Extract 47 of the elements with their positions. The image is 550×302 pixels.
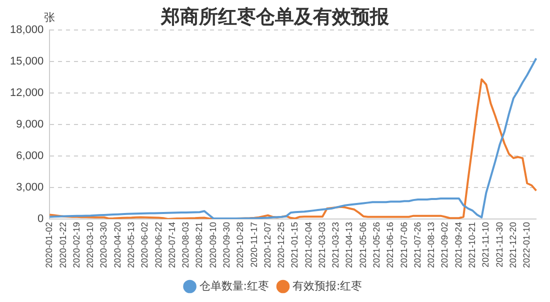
x-tick-label: 2021-08-13 bbox=[426, 222, 436, 268]
x-tick-label: 2021-12-20 bbox=[508, 222, 518, 268]
y-tick-label: 9,000 bbox=[16, 118, 44, 131]
x-tick-label: 2020-12-25 bbox=[276, 222, 286, 268]
x-tick-label: 2021-11-10 bbox=[480, 222, 491, 268]
x-tick-label: 2021-06-16 bbox=[385, 222, 396, 268]
x-tick-label: 2020-09-30 bbox=[221, 222, 232, 268]
x-tick-label: 2021-03-23 bbox=[330, 222, 341, 268]
x-tick-label: 2020-10-28 bbox=[235, 222, 246, 268]
x-tick-label: 2022-01-10 bbox=[522, 222, 532, 268]
x-tick-label: 2021-02-04 bbox=[303, 222, 314, 268]
x-tick-label: 2020-02-19 bbox=[71, 222, 82, 268]
y-tick-label: 0 bbox=[38, 212, 44, 225]
x-tick-label: 2020-05-13 bbox=[126, 222, 136, 268]
x-tick-label: 2020-07-14 bbox=[166, 222, 177, 268]
x-tick-label: 2021-09-02 bbox=[440, 222, 450, 268]
y-tick-label: 3,000 bbox=[16, 182, 44, 194]
legend-label: 有效预报:红枣 bbox=[292, 279, 362, 292]
x-tick-label: 2020-12-07 bbox=[262, 222, 272, 268]
x-tick-label: 2021-10-21 bbox=[467, 222, 478, 268]
y-tick-label: 12,000 bbox=[10, 87, 44, 100]
x-tick-label: 2020-01-22 bbox=[58, 222, 68, 268]
x-tick-label: 2021-07-26 bbox=[412, 222, 422, 268]
x-tick-label: 2021-05-06 bbox=[358, 222, 368, 268]
x-tick-label: 2021-11-30 bbox=[494, 222, 504, 268]
x-tick-label: 2020-06-22 bbox=[153, 222, 164, 268]
x-tick-label: 2020-04-20 bbox=[112, 222, 122, 268]
x-tick-label: 2020-03-10 bbox=[85, 222, 96, 268]
x-tick-label: 2021-01-15 bbox=[290, 222, 300, 268]
x-tick-label: 2020-08-21 bbox=[194, 222, 204, 268]
x-tick-label: 2021-03-03 bbox=[316, 222, 327, 268]
y-tick-label: 18,000 bbox=[10, 24, 44, 36]
x-tick-label: 2020-01-02 bbox=[44, 222, 54, 268]
x-tick-label: 2020-11-17 bbox=[248, 222, 259, 268]
x-tick-label: 2021-04-13 bbox=[344, 222, 354, 268]
x-tick-label: 2021-09-24 bbox=[453, 222, 464, 268]
x-tick-label: 2020-03-30 bbox=[98, 222, 109, 268]
x-tick-label: 2020-09-10 bbox=[208, 222, 218, 268]
chart-title: 郑商所红枣仓单及有效预报 bbox=[161, 6, 389, 28]
y-tick-label: 15,000 bbox=[10, 56, 44, 68]
legend-label: 仓单数量:红枣 bbox=[199, 279, 270, 292]
x-tick-label: 2021-07-06 bbox=[398, 222, 409, 268]
x-tick-label: 2020-08-03 bbox=[180, 222, 191, 268]
y-axis-title: 张 bbox=[44, 10, 55, 25]
x-tick-label: 2021-05-26 bbox=[372, 222, 382, 268]
y-tick-label: 6,000 bbox=[16, 150, 44, 162]
x-tick-label: 2020-06-02 bbox=[140, 222, 150, 268]
